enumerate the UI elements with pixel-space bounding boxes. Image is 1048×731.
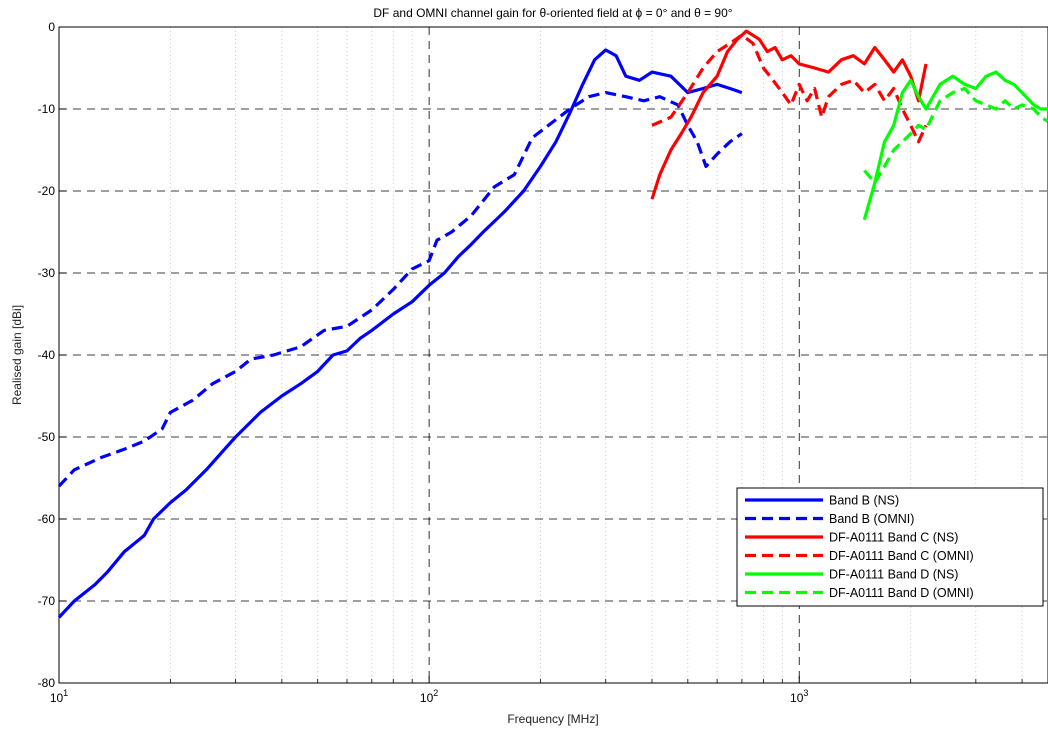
- y-tick-label: -20: [38, 184, 56, 198]
- legend-label: DF-A0111 Band D (NS): [829, 568, 958, 582]
- y-tick-label: -60: [38, 512, 56, 526]
- y-tick-label: 0: [48, 20, 55, 34]
- legend-label: DF-A0111 Band D (OMNI): [829, 586, 974, 600]
- y-tick-label: -80: [38, 676, 56, 690]
- legend-label: Band B (NS): [829, 494, 899, 508]
- x-tick-label: 101: [50, 688, 68, 705]
- y-tick-label: -30: [38, 266, 56, 280]
- y-axis-title: Realised gain [dBi]: [10, 305, 24, 405]
- series-lines: [57, 29, 1048, 619]
- grid: [59, 27, 1048, 683]
- x-tick-label: 103: [790, 688, 808, 705]
- series-line-1: [57, 91, 743, 488]
- legend-label: DF-A0111 Band C (OMNI): [829, 549, 974, 563]
- series-line-2: [650, 29, 928, 200]
- y-tick-label: -50: [38, 430, 56, 444]
- x-tick-label: 102: [420, 688, 438, 705]
- y-tick-label: -70: [38, 594, 56, 608]
- series-line-3: [651, 33, 928, 144]
- y-tick-label: -10: [38, 102, 56, 116]
- series-line-4: [862, 70, 1048, 221]
- axis-ticks: 101 102 103 0 -10 -20 -30 -40 -50 -60 -70 -80: [38, 20, 1023, 705]
- series-line-5: [863, 86, 1048, 185]
- legend-label: Band B (OMNI): [829, 512, 914, 526]
- y-tick-label: -40: [38, 348, 56, 362]
- legend-box: [736, 487, 1044, 607]
- legend-label: DF-A0111 Band C (NS): [829, 531, 958, 545]
- series-line-0: [57, 48, 743, 619]
- chart-title: DF and OMNI channel gain for θ-oriented …: [373, 6, 732, 20]
- x-axis-title: Frequency [MHz]: [507, 712, 598, 726]
- legend: Band B (NS) Band B (OMNI) DF-A0111 Band C …: [736, 487, 1044, 607]
